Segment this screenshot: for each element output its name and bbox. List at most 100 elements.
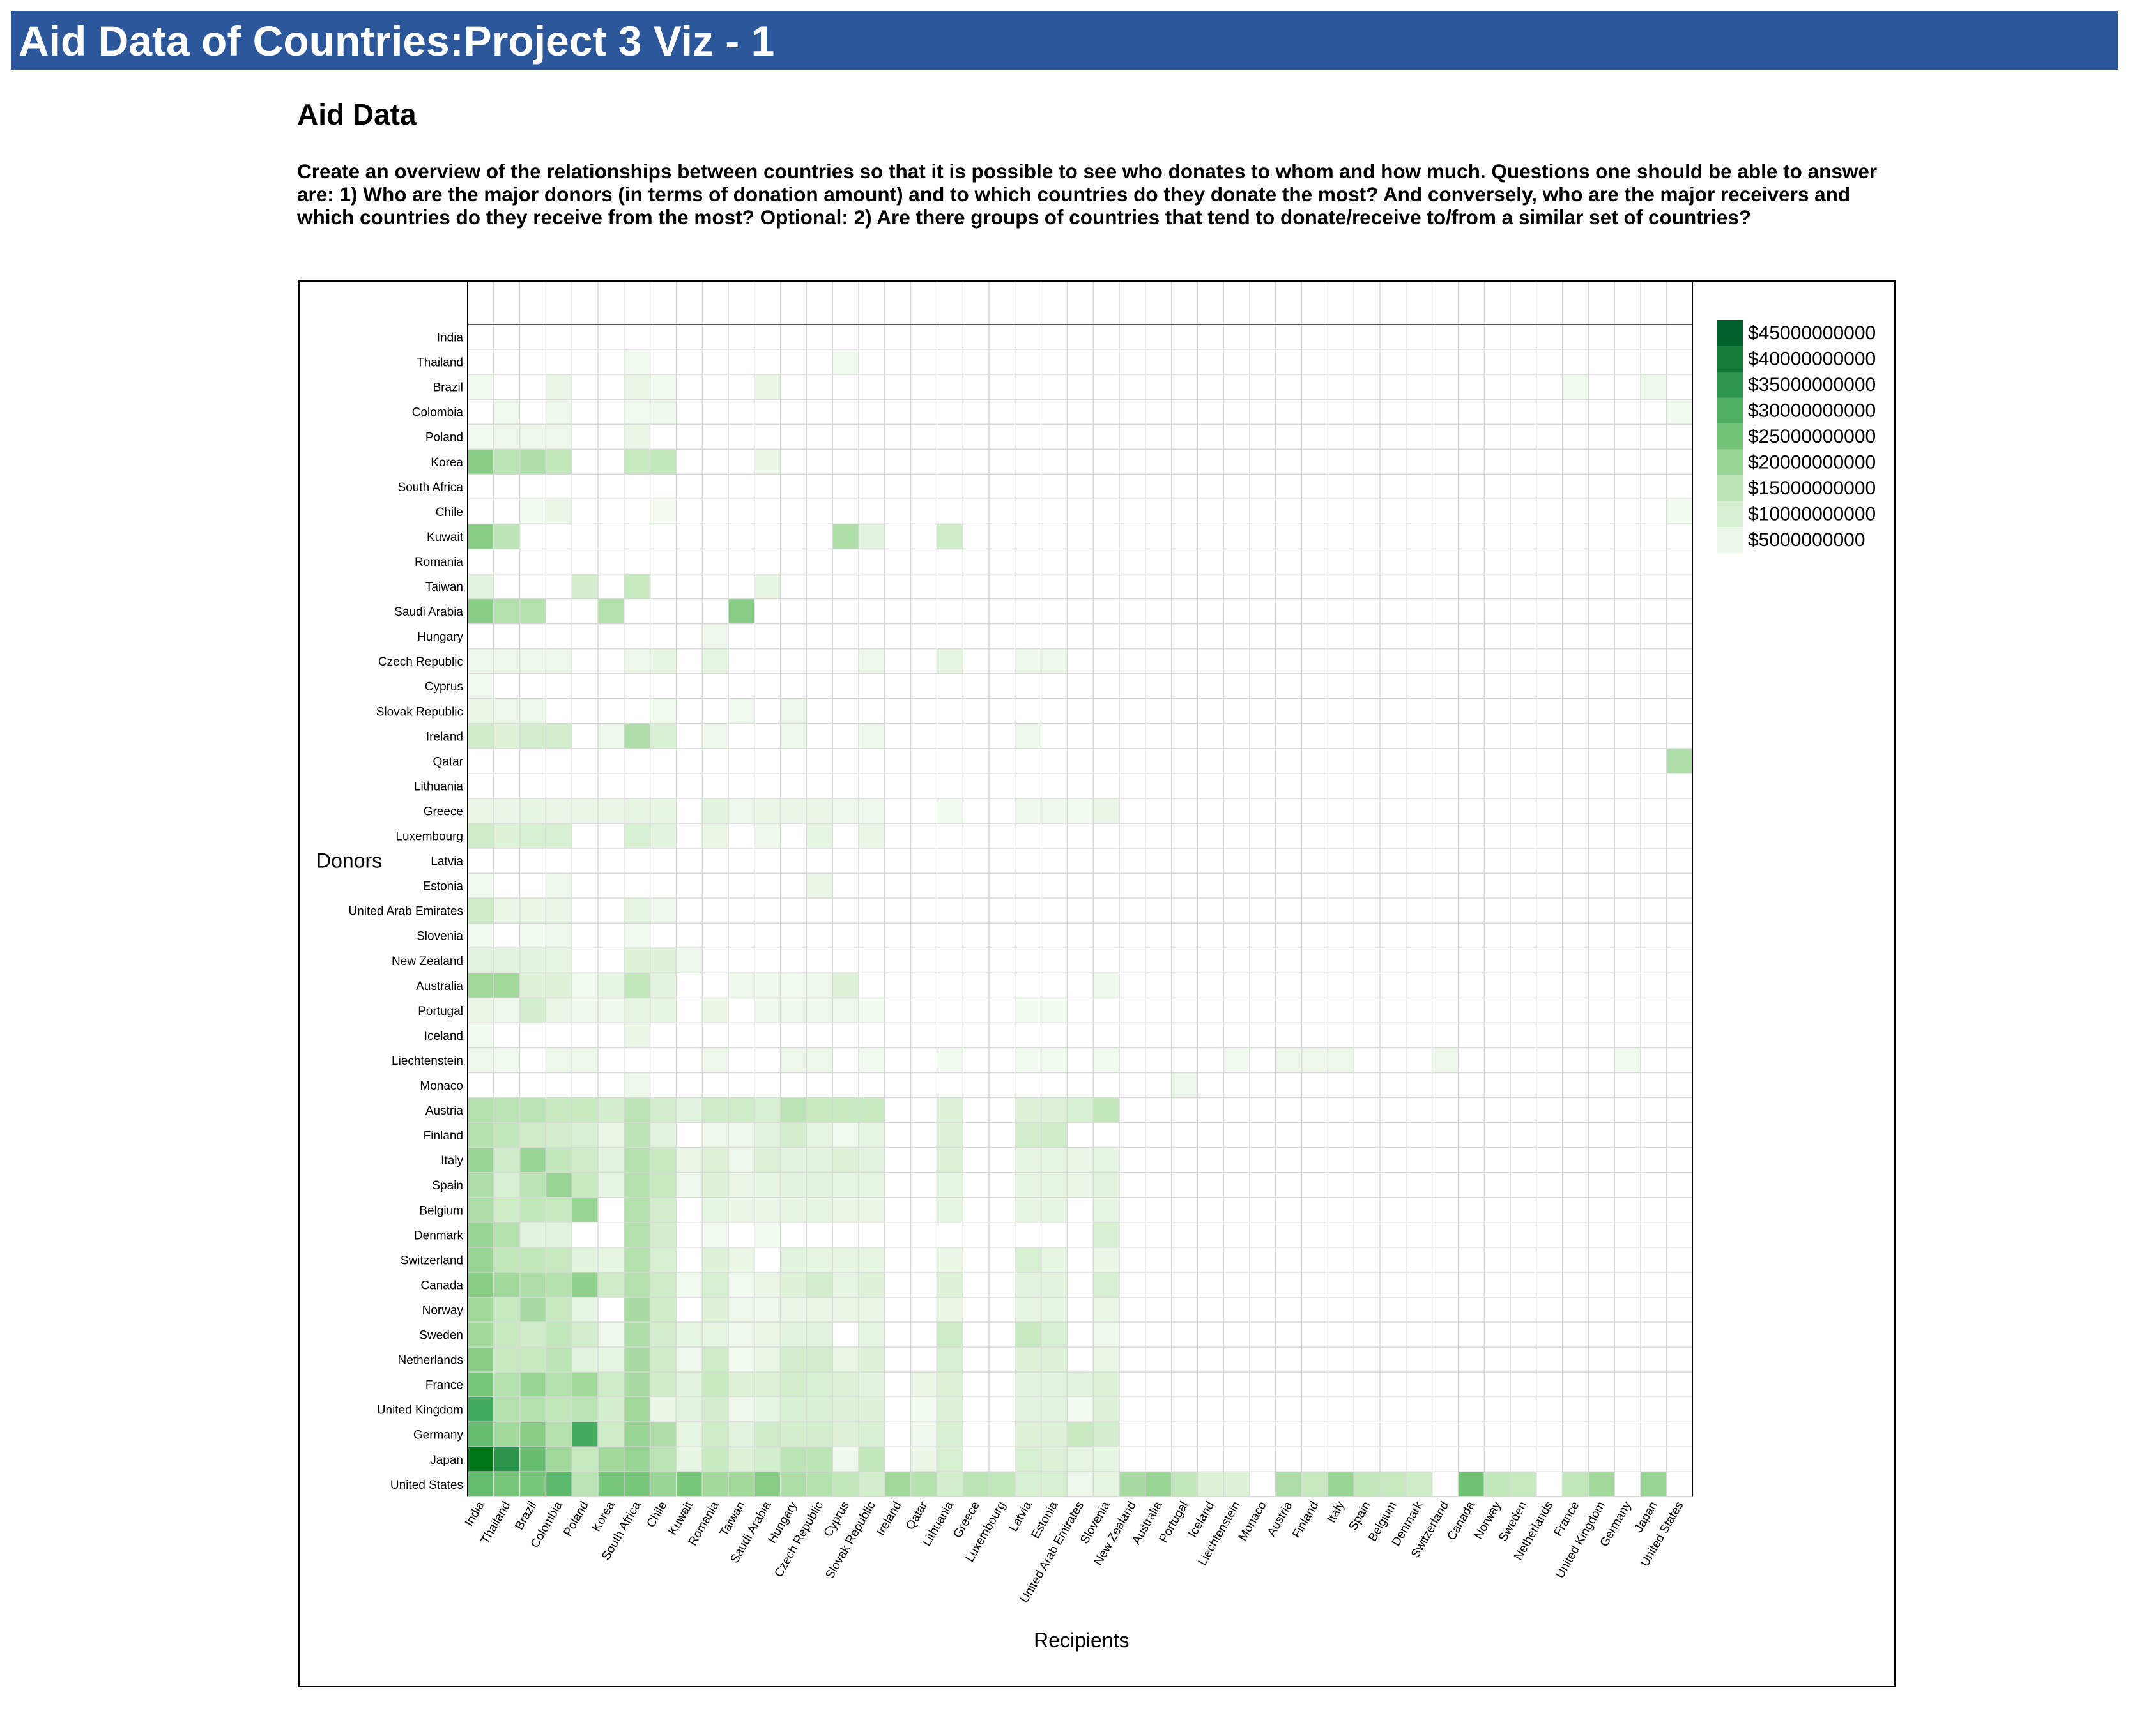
heatmap-cell bbox=[1458, 748, 1485, 774]
heatmap-cell bbox=[1197, 1023, 1224, 1048]
heatmap-cell bbox=[1223, 549, 1250, 574]
heatmap-cell bbox=[963, 399, 990, 425]
heatmap-cell bbox=[1458, 1322, 1485, 1348]
heatmap-cell bbox=[1301, 449, 1328, 475]
heatmap-cell bbox=[493, 948, 520, 973]
heatmap-cell bbox=[1171, 524, 1198, 549]
heatmap-cell bbox=[1406, 374, 1432, 400]
heatmap-cell bbox=[1432, 748, 1459, 774]
heatmap-cell bbox=[1536, 923, 1563, 948]
heatmap-cell bbox=[832, 474, 859, 499]
heatmap-cell bbox=[884, 524, 911, 549]
heatmap-cell bbox=[1223, 449, 1250, 475]
heatmap-cell bbox=[1406, 474, 1432, 499]
heatmap-cell bbox=[728, 998, 755, 1023]
heatmap-cell bbox=[1223, 1147, 1250, 1173]
heatmap-cell bbox=[937, 973, 963, 998]
heatmap-cell bbox=[1536, 998, 1563, 1023]
donor-label: Poland bbox=[425, 431, 463, 445]
heatmap-cell bbox=[1328, 898, 1354, 924]
heatmap-cell bbox=[1328, 1347, 1354, 1373]
heatmap-cell bbox=[910, 1172, 937, 1198]
heatmap-cell bbox=[493, 648, 520, 674]
heatmap-cell bbox=[1328, 598, 1354, 624]
heatmap-cell bbox=[963, 1222, 990, 1248]
heatmap-cell bbox=[1614, 1447, 1641, 1472]
heatmap-cell bbox=[1458, 1122, 1485, 1148]
heatmap-cell bbox=[780, 798, 807, 824]
heatmap-cell bbox=[1328, 449, 1354, 475]
heatmap-cell bbox=[1223, 524, 1250, 549]
heatmap-cell bbox=[884, 474, 911, 499]
heatmap-cell bbox=[650, 1297, 677, 1323]
heatmap-cell bbox=[1041, 973, 1068, 998]
heatmap-cell bbox=[754, 574, 781, 599]
heatmap-cell bbox=[910, 349, 937, 375]
legend-label: $20000000000 bbox=[1748, 452, 1876, 473]
heatmap-cell bbox=[1588, 898, 1615, 924]
heatmap-cell bbox=[989, 848, 1016, 874]
heatmap-cell bbox=[1015, 399, 1041, 425]
heatmap-cell bbox=[728, 324, 755, 350]
heatmap-cell bbox=[1067, 1347, 1094, 1373]
heatmap-cell bbox=[884, 1397, 911, 1422]
heatmap-cell bbox=[1223, 1247, 1250, 1273]
heatmap-cell bbox=[650, 1097, 677, 1123]
heatmap-cell bbox=[624, 1072, 650, 1098]
heatmap-cell bbox=[1588, 1072, 1615, 1098]
heatmap-cell bbox=[1119, 1272, 1146, 1298]
heatmap-cell bbox=[519, 848, 546, 874]
heatmap-cell bbox=[598, 449, 625, 475]
heatmap-cell bbox=[1536, 673, 1563, 699]
heatmap-cell bbox=[1301, 1472, 1328, 1497]
heatmap-cell bbox=[1119, 973, 1146, 998]
heatmap-cell bbox=[624, 848, 650, 874]
heatmap-cell bbox=[1145, 1172, 1172, 1198]
heatmap-cell bbox=[1562, 399, 1589, 425]
heatmap-cell bbox=[832, 598, 859, 624]
heatmap-cell bbox=[1250, 1272, 1276, 1298]
heatmap-cell bbox=[1536, 1197, 1563, 1223]
heatmap-cell bbox=[1171, 1472, 1198, 1497]
donor-label: Luxembourg bbox=[395, 830, 463, 844]
heatmap-cell bbox=[1562, 1097, 1589, 1123]
heatmap-cell bbox=[493, 1047, 520, 1073]
heatmap-cell bbox=[989, 1422, 1016, 1447]
heatmap-cell bbox=[546, 1372, 572, 1397]
heatmap-cell bbox=[963, 1247, 990, 1273]
heatmap-cell bbox=[1041, 1372, 1068, 1397]
heatmap-cell bbox=[754, 923, 781, 948]
heatmap-cell bbox=[598, 1472, 625, 1497]
heatmap-cell bbox=[1223, 773, 1250, 799]
heatmap-cell bbox=[546, 1247, 572, 1273]
donor-label: Sweden bbox=[419, 1329, 463, 1343]
heatmap-cell bbox=[572, 948, 599, 973]
heatmap-cell bbox=[468, 1247, 494, 1273]
heatmap-cell bbox=[546, 374, 572, 400]
heatmap-cell bbox=[884, 324, 911, 350]
heatmap-cell bbox=[1145, 773, 1172, 799]
heatmap-cell bbox=[780, 623, 807, 649]
heatmap-cell bbox=[624, 1347, 650, 1373]
heatmap-cell bbox=[1614, 549, 1641, 574]
heatmap-cell bbox=[806, 499, 833, 524]
heatmap-cell bbox=[859, 623, 885, 649]
heatmap-cell bbox=[1510, 324, 1537, 350]
heatmap-cell bbox=[493, 623, 520, 649]
heatmap-cell bbox=[1223, 623, 1250, 649]
heatmap-cell bbox=[1328, 524, 1354, 549]
heatmap-cell bbox=[963, 1322, 990, 1348]
recipient-label: Chile bbox=[644, 1499, 670, 1530]
heatmap-cell bbox=[1406, 1247, 1432, 1273]
donor-label: Estonia bbox=[423, 880, 464, 894]
donor-label: Japan bbox=[430, 1454, 463, 1467]
heatmap-cell bbox=[806, 1072, 833, 1098]
heatmap-cell bbox=[1041, 1322, 1068, 1348]
heatmap-cell bbox=[468, 1197, 494, 1223]
heatmap-cell bbox=[1484, 1023, 1511, 1048]
heatmap-cell bbox=[493, 698, 520, 724]
heatmap-cell bbox=[1562, 1297, 1589, 1323]
donor-label: Italy bbox=[441, 1154, 463, 1168]
heatmap-cell bbox=[1301, 773, 1328, 799]
heatmap-cell bbox=[1614, 1147, 1641, 1173]
